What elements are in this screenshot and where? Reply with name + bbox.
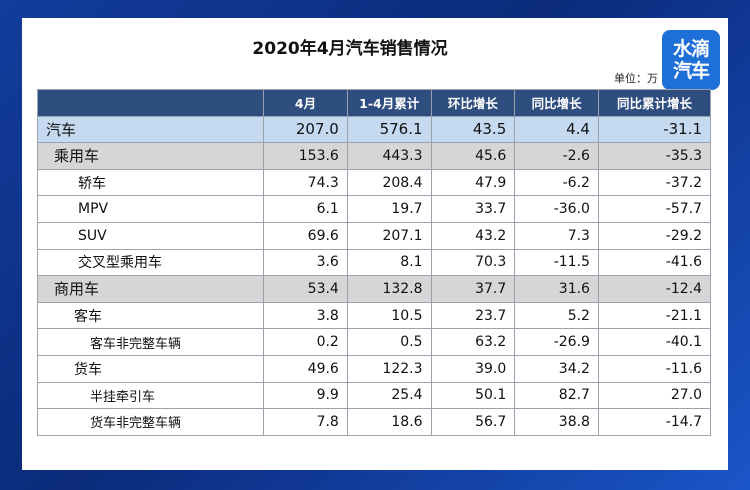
row-label: 商用车 <box>36 275 265 303</box>
table-cell: -2.6 <box>514 142 599 170</box>
table-cell: 50.1 <box>430 381 516 410</box>
unit-label: 单位：万 <box>614 72 658 85</box>
brand-logo: 水滴 汽车 <box>662 30 720 90</box>
table-cell: 122.3 <box>346 354 432 383</box>
table-cell: 9.9 <box>263 381 348 410</box>
table-cell: 3.6 <box>263 248 348 277</box>
table-row: 货车非完整车辆 7.8 18.6 56.7 38.8 -14.7 <box>36 408 712 436</box>
table-cell: -40.1 <box>597 328 712 356</box>
row-label: MPV <box>36 195 265 223</box>
table-cell: 443.3 <box>346 142 432 170</box>
row-label: 乘用车 <box>36 142 265 170</box>
table-row: 交叉型乘用车 3.6 8.1 70.3 -11.5 -41.6 <box>36 248 712 277</box>
row-label: 货车非完整车辆 <box>36 408 265 436</box>
table-cell: 38.8 <box>514 408 599 436</box>
table-row: MPV 6.1 19.7 33.7 -36.0 -57.7 <box>36 195 712 223</box>
table-cell: 43.2 <box>430 221 516 250</box>
table-cell: 576.1 <box>346 115 432 144</box>
row-label: 汽车 <box>36 115 265 144</box>
table-cell: 25.4 <box>346 381 432 410</box>
table-cell: 45.6 <box>430 142 516 170</box>
table-cell: -14.7 <box>597 408 712 436</box>
table-cell: -11.6 <box>597 354 712 383</box>
table-row: 客车非完整车辆 0.2 0.5 63.2 -26.9 -40.1 <box>36 328 712 356</box>
table-cell: 47.9 <box>430 168 516 197</box>
table-cell: 82.7 <box>514 381 599 410</box>
table-cell: 0.2 <box>263 328 348 356</box>
table-cell: -11.5 <box>514 248 599 277</box>
table-cell: 37.7 <box>430 275 516 303</box>
table-row: 乘用车 153.6 443.3 45.6 -2.6 -35.3 <box>36 142 712 170</box>
table-cell: -41.6 <box>597 248 712 277</box>
table-cell: 39.0 <box>430 354 516 383</box>
table-cell: 74.3 <box>263 168 348 197</box>
table-cell: -29.2 <box>597 221 712 250</box>
table-cell: 69.6 <box>263 221 348 250</box>
table-header-row: 4月 1-4月累计 环比增长 同比增长 同比累计增长 <box>36 89 712 117</box>
header-cell-mom: 环比增长 <box>430 89 516 117</box>
table-cell: 153.6 <box>263 142 348 170</box>
header-cell-yoy-cumulative: 同比累计增长 <box>597 89 712 117</box>
table-cell: -57.7 <box>597 195 712 223</box>
table-cell: 43.5 <box>430 115 516 144</box>
table-row: 汽车 207.0 576.1 43.5 4.4 -31.1 <box>36 115 712 144</box>
table-row: 客车 3.8 10.5 23.7 5.2 -21.1 <box>36 301 712 330</box>
row-label: 轿车 <box>36 168 265 197</box>
row-label: 货车 <box>36 354 265 383</box>
table-cell: -26.9 <box>514 328 599 356</box>
header-cell-category <box>36 89 265 117</box>
table-cell: 0.5 <box>346 328 432 356</box>
table-cell: -12.4 <box>597 275 712 303</box>
table-cell: 207.0 <box>263 115 348 144</box>
row-label: SUV <box>36 221 265 250</box>
table-cell: 34.2 <box>514 354 599 383</box>
table-cell: 49.6 <box>263 354 348 383</box>
table-cell: 4.4 <box>514 115 599 144</box>
table-cell: 63.2 <box>430 328 516 356</box>
table-cell: 56.7 <box>430 408 516 436</box>
table-cell: 5.2 <box>514 301 599 330</box>
table-cell: 7.8 <box>263 408 348 436</box>
table-row: 轿车 74.3 208.4 47.9 -6.2 -37.2 <box>36 168 712 197</box>
table-cell: 132.8 <box>346 275 432 303</box>
header-cell-cumulative: 1-4月累计 <box>346 89 432 117</box>
logo-line-2: 汽车 <box>672 60 710 82</box>
page-title: 2020年4月汽车销售情况 <box>252 39 448 59</box>
logo-line-1: 水滴 <box>672 38 710 60</box>
table-cell: 33.7 <box>430 195 516 223</box>
table-row: 半挂牵引车 9.9 25.4 50.1 82.7 27.0 <box>36 381 712 410</box>
table-cell: 53.4 <box>263 275 348 303</box>
table-cell: 31.6 <box>514 275 599 303</box>
table-cell: 27.0 <box>597 381 712 410</box>
header-cell-month: 4月 <box>263 89 348 117</box>
header-cell-yoy: 同比增长 <box>514 89 599 117</box>
table-cell: 6.1 <box>263 195 348 223</box>
table-cell: 19.7 <box>346 195 432 223</box>
table-row: SUV 69.6 207.1 43.2 7.3 -29.2 <box>36 221 712 250</box>
table-cell: 207.1 <box>346 221 432 250</box>
table-row: 货车 49.6 122.3 39.0 34.2 -11.6 <box>36 354 712 383</box>
table-cell: 7.3 <box>514 221 599 250</box>
table-cell: 3.8 <box>263 301 348 330</box>
row-label: 客车非完整车辆 <box>36 328 265 356</box>
table-row: 商用车 53.4 132.8 37.7 31.6 -12.4 <box>36 275 712 303</box>
table-cell: 70.3 <box>430 248 516 277</box>
table-cell: -36.0 <box>514 195 599 223</box>
table-cell: 18.6 <box>346 408 432 436</box>
row-label: 半挂牵引车 <box>36 381 265 410</box>
table-cell: 208.4 <box>346 168 432 197</box>
sales-table: 4月 1-4月累计 环比增长 同比增长 同比累计增长 汽车 207.0 576.1 4… <box>36 89 712 436</box>
row-label: 客车 <box>36 301 265 330</box>
table-cell: -21.1 <box>597 301 712 330</box>
table-cell: 8.1 <box>346 248 432 277</box>
table-cell: -31.1 <box>597 115 712 144</box>
table-cell: 10.5 <box>346 301 432 330</box>
table-cell: -35.3 <box>597 142 712 170</box>
table-cell: -37.2 <box>597 168 712 197</box>
table-cell: 23.7 <box>430 301 516 330</box>
table-cell: -6.2 <box>514 168 599 197</box>
row-label: 交叉型乘用车 <box>36 248 265 277</box>
